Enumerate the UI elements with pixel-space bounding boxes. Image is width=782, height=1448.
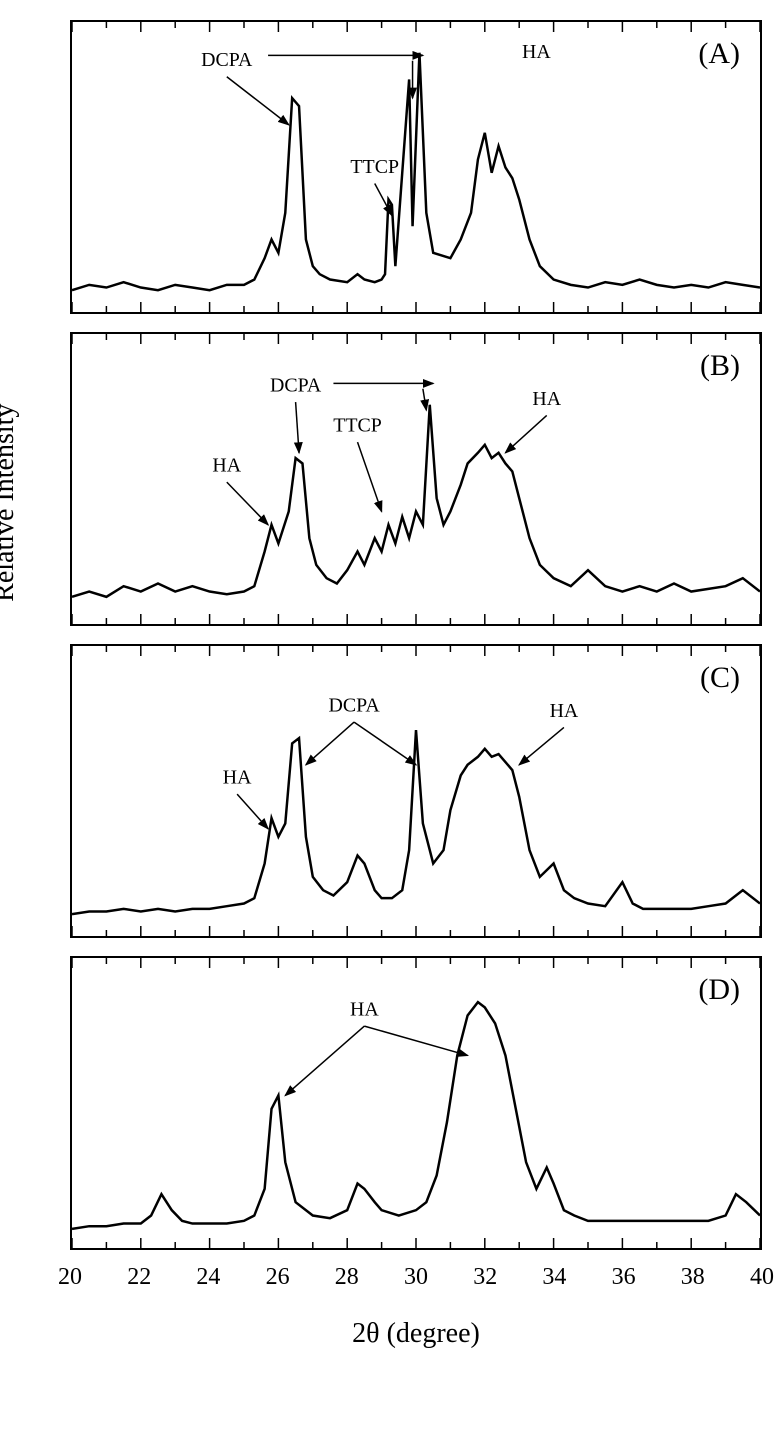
svg-text:DCPA: DCPA bbox=[201, 49, 253, 71]
svg-text:HA: HA bbox=[532, 388, 561, 410]
svg-text:TTCP: TTCP bbox=[350, 156, 399, 178]
panel-d-label: (D) bbox=[698, 973, 740, 1007]
panel-a: DCPA TTCP HA (A) bbox=[70, 20, 762, 314]
svg-text:DCPA: DCPA bbox=[328, 694, 380, 716]
svg-text:HA: HA bbox=[522, 41, 551, 63]
svg-text:HA: HA bbox=[223, 766, 252, 788]
xrd-figure: Relative Intensity DCPATTCPHA (A) HADCPA… bbox=[20, 20, 762, 1350]
x-tick-label: 24 bbox=[196, 1264, 220, 1291]
x-axis: 2022242628303234363840 bbox=[70, 1258, 762, 1298]
x-tick-label: 38 bbox=[681, 1264, 705, 1291]
svg-text:HA: HA bbox=[212, 454, 241, 476]
panel-c-label: (C) bbox=[700, 661, 740, 695]
panels-container: DCPATTCPHA (A) HADCPATTCPHA (B) HADCPAHA… bbox=[70, 20, 762, 1250]
x-tick-label: 22 bbox=[127, 1264, 151, 1291]
x-tick-label: 30 bbox=[404, 1264, 428, 1291]
x-tick-label: 20 bbox=[58, 1264, 82, 1291]
svg-text:TTCP: TTCP bbox=[333, 414, 382, 436]
x-tick-label: 34 bbox=[542, 1264, 566, 1291]
x-axis-label: 2θ (degree) bbox=[70, 1318, 762, 1350]
panel-b-label: (B) bbox=[700, 349, 740, 383]
x-tick-label: 32 bbox=[473, 1264, 497, 1291]
panel-d: HA (D) bbox=[70, 956, 762, 1250]
svg-text:HA: HA bbox=[550, 700, 579, 722]
x-tick-label: 40 bbox=[750, 1264, 774, 1291]
x-tick-label: 36 bbox=[612, 1264, 636, 1291]
y-axis-label: Relative Intensity bbox=[0, 404, 21, 602]
panel-a-label: (A) bbox=[698, 37, 740, 71]
x-tick-label: 28 bbox=[335, 1264, 359, 1291]
panel-b: HA DCPA TTCP HA (B) bbox=[70, 332, 762, 626]
panel-c: HA DCPA HA (C) bbox=[70, 644, 762, 938]
svg-text:HA: HA bbox=[350, 998, 379, 1020]
svg-text:DCPA: DCPA bbox=[270, 374, 322, 396]
x-tick-label: 26 bbox=[266, 1264, 290, 1291]
